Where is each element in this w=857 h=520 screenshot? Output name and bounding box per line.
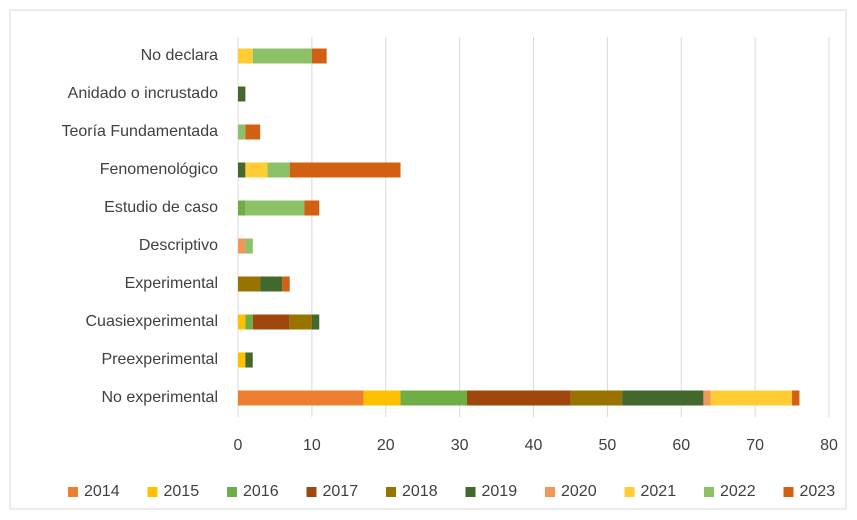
bar-segment	[363, 390, 401, 406]
legend-swatch	[147, 487, 158, 497]
legend-label: 2020	[561, 483, 597, 500]
legend-swatch	[465, 487, 476, 497]
y-tick-label: Anidado o incrustado	[68, 85, 218, 102]
bar-segment	[238, 48, 253, 64]
legend-label: 2015	[164, 483, 200, 500]
bar-segment	[245, 238, 253, 254]
bar-segment	[238, 162, 246, 178]
legend-swatch	[783, 487, 794, 497]
bar-segment	[703, 390, 711, 406]
y-tick-label: Preexperimental	[102, 351, 219, 368]
legend-swatch	[68, 487, 78, 497]
legend-swatch	[306, 487, 317, 497]
bar-segment	[252, 314, 290, 330]
legend-label: 2023	[800, 483, 836, 500]
bar-segment	[238, 238, 246, 254]
legend-label: 2018	[402, 483, 438, 500]
bar-segment	[467, 390, 571, 406]
legend-label: 2017	[323, 483, 359, 500]
bar-segment	[622, 390, 704, 406]
bar-segment	[245, 352, 253, 368]
bar-segment	[238, 314, 246, 330]
x-tick-label: 40	[525, 437, 543, 454]
y-tick-label: Teoría Fundamentada	[61, 123, 218, 140]
x-tick-label: 80	[820, 437, 838, 454]
legend-swatch	[624, 487, 635, 497]
legend-label: 2022	[720, 483, 756, 500]
bar-segment	[289, 314, 312, 330]
bar-segment	[792, 390, 800, 406]
legend-label: 2016	[243, 483, 279, 500]
bar-segment	[238, 352, 246, 368]
bar-segment	[252, 48, 312, 64]
y-tick-label: Fenomenológico	[100, 161, 218, 178]
legend-swatch	[386, 487, 396, 497]
bar-segment	[238, 124, 246, 140]
bar-segment	[238, 390, 364, 406]
bar-segment	[260, 276, 283, 292]
bar-segment	[238, 276, 261, 292]
x-tick-label: 70	[746, 437, 764, 454]
bar-segment	[311, 48, 327, 64]
bar-segment	[245, 314, 253, 330]
x-tick-label: 0	[234, 437, 243, 454]
y-tick-label: Descriptivo	[139, 237, 218, 254]
bar-segment	[304, 200, 320, 216]
legend-label: 2021	[641, 483, 677, 500]
bar-segment	[710, 390, 793, 406]
x-tick-label: 30	[451, 437, 469, 454]
y-tick-label: Experimental	[125, 275, 218, 292]
legend-label: 2014	[84, 483, 120, 500]
x-tick-label: 50	[598, 437, 616, 454]
bar-segment	[289, 162, 401, 178]
bar-segment	[311, 314, 320, 330]
bar-segment	[245, 200, 305, 216]
legend-swatch	[704, 487, 714, 497]
x-tick-label: 10	[303, 437, 321, 454]
bar-segment	[400, 390, 468, 406]
bar-segment	[245, 124, 261, 140]
x-tick-label: 20	[377, 437, 395, 454]
bar-segment	[282, 276, 290, 292]
y-tick-label: No experimental	[102, 389, 219, 406]
y-tick-label: Cuasiexperimental	[85, 313, 218, 330]
bar-segment	[245, 162, 268, 178]
x-tick-label: 60	[672, 437, 690, 454]
bar-segment	[267, 162, 290, 178]
y-tick-label: Estudio de caso	[104, 199, 218, 216]
bar-segment	[238, 86, 246, 102]
legend-swatch	[545, 487, 555, 497]
bar-segment	[570, 390, 623, 406]
bar-segment	[238, 200, 246, 216]
legend-label: 2019	[482, 483, 518, 500]
y-tick-label: No declara	[141, 47, 218, 64]
legend-swatch	[227, 487, 237, 497]
chart-frame	[9, 9, 847, 510]
